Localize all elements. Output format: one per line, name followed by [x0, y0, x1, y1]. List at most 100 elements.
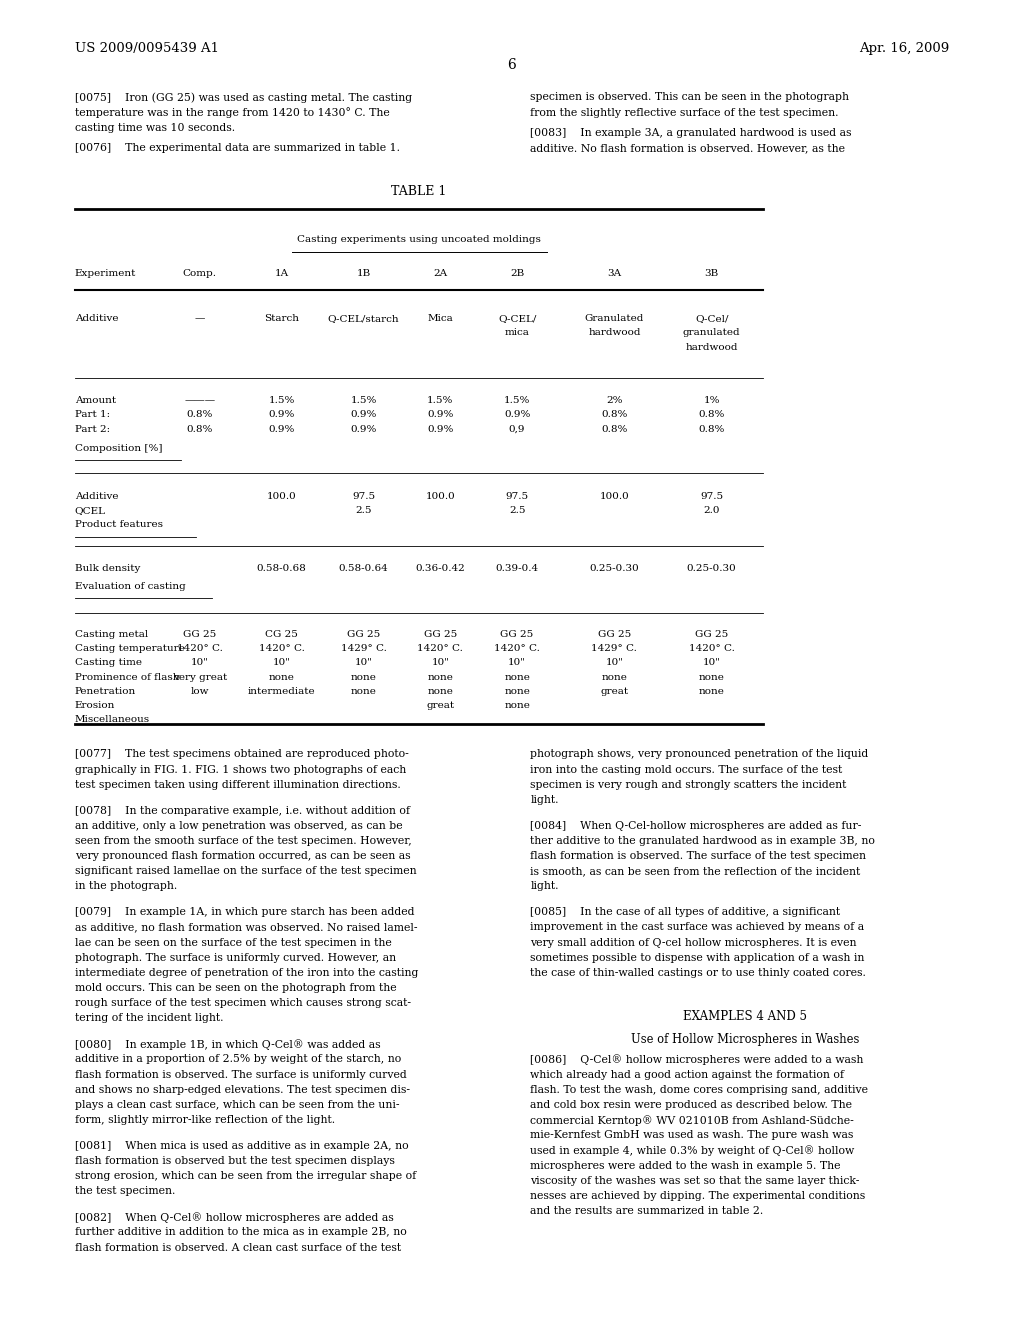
Text: and the results are summarized in table 2.: and the results are summarized in table … — [530, 1206, 764, 1216]
Text: flash formation is observed but the test specimen displays: flash formation is observed but the test… — [75, 1156, 394, 1166]
Text: none: none — [268, 673, 295, 681]
Text: GG 25: GG 25 — [347, 630, 380, 639]
Text: CG 25: CG 25 — [265, 630, 298, 639]
Text: 3B: 3B — [705, 269, 719, 279]
Text: viscosity of the washes was set so that the same layer thick-: viscosity of the washes was set so that … — [530, 1176, 860, 1185]
Text: 0.25-0.30: 0.25-0.30 — [687, 564, 736, 573]
Text: Part 1:: Part 1: — [75, 411, 110, 420]
Text: 1420° C.: 1420° C. — [177, 644, 222, 653]
Text: from the slightly reflective surface of the test specimen.: from the slightly reflective surface of … — [530, 107, 839, 117]
Text: US 2009/0095439 A1: US 2009/0095439 A1 — [75, 42, 219, 55]
Text: Composition [%]: Composition [%] — [75, 444, 162, 453]
Text: the case of thin-walled castings or to use thinly coated cores.: the case of thin-walled castings or to u… — [530, 968, 866, 978]
Text: 10": 10" — [702, 659, 721, 668]
Text: mica: mica — [505, 329, 529, 338]
Text: plays a clean cast surface, which can be seen from the uni-: plays a clean cast surface, which can be… — [75, 1100, 399, 1110]
Text: Apr. 16, 2009: Apr. 16, 2009 — [859, 42, 949, 55]
Text: none: none — [504, 673, 530, 681]
Text: 1429° C.: 1429° C. — [341, 644, 386, 653]
Text: in the photograph.: in the photograph. — [75, 882, 177, 891]
Text: [0075]    Iron (GG 25) was used as casting metal. The casting: [0075] Iron (GG 25) was used as casting … — [75, 92, 412, 103]
Text: specimen is observed. This can be seen in the photograph: specimen is observed. This can be seen i… — [530, 92, 850, 103]
Text: light.: light. — [530, 795, 559, 805]
Text: 0.9%: 0.9% — [427, 425, 454, 433]
Text: Q-CEL/starch: Q-CEL/starch — [328, 314, 399, 323]
Text: 0.58-0.68: 0.58-0.68 — [257, 564, 306, 573]
Text: Casting temperature: Casting temperature — [75, 644, 184, 653]
Text: additive in a proportion of 2.5% by weight of the starch, no: additive in a proportion of 2.5% by weig… — [75, 1055, 401, 1064]
Text: none: none — [504, 686, 530, 696]
Text: 1420° C.: 1420° C. — [259, 644, 304, 653]
Text: 1420° C.: 1420° C. — [418, 644, 463, 653]
Text: commercial Kerntop® WV 021010B from Ashland-Südche-: commercial Kerntop® WV 021010B from Ashl… — [530, 1115, 854, 1126]
Text: intermediate degree of penetration of the iron into the casting: intermediate degree of penetration of th… — [75, 968, 418, 978]
Text: 100.0: 100.0 — [425, 491, 456, 500]
Text: 10": 10" — [605, 659, 624, 668]
Text: 10": 10" — [431, 659, 450, 668]
Text: casting time was 10 seconds.: casting time was 10 seconds. — [75, 123, 234, 133]
Text: microspheres were added to the wash in example 5. The: microspheres were added to the wash in e… — [530, 1160, 841, 1171]
Text: [0077]    The test specimens obtained are reproduced photo-: [0077] The test specimens obtained are r… — [75, 750, 409, 759]
Text: [0078]    In the comparative example, i.e. without addition of: [0078] In the comparative example, i.e. … — [75, 805, 410, 816]
Text: graphically in FIG. 1. FIG. 1 shows two photographs of each: graphically in FIG. 1. FIG. 1 shows two … — [75, 764, 406, 775]
Text: Miscellaneous: Miscellaneous — [75, 715, 150, 725]
Text: GG 25: GG 25 — [424, 630, 457, 639]
Text: Use of Hollow Microspheres in Washes: Use of Hollow Microspheres in Washes — [631, 1034, 860, 1047]
Text: none: none — [601, 673, 628, 681]
Text: 6: 6 — [508, 58, 516, 73]
Text: and cold box resin were produced as described below. The: and cold box resin were produced as desc… — [530, 1100, 852, 1110]
Text: strong erosion, which can be seen from the irregular shape of: strong erosion, which can be seen from t… — [75, 1171, 416, 1181]
Text: flash formation is observed. The surface is uniformly curved: flash formation is observed. The surface… — [75, 1069, 407, 1080]
Text: ther additive to the granulated hardwood as in example 3B, no: ther additive to the granulated hardwood… — [530, 836, 876, 846]
Text: 2.5: 2.5 — [355, 506, 372, 515]
Text: ———: ——— — [184, 396, 215, 405]
Text: 0.8%: 0.8% — [698, 425, 725, 433]
Text: specimen is very rough and strongly scatters the incident: specimen is very rough and strongly scat… — [530, 780, 847, 789]
Text: 1420° C.: 1420° C. — [689, 644, 734, 653]
Text: intermediate: intermediate — [248, 686, 315, 696]
Text: Prominence of flash: Prominence of flash — [75, 673, 179, 681]
Text: used in example 4, while 0.3% by weight of Q-Cel® hollow: used in example 4, while 0.3% by weight … — [530, 1146, 855, 1156]
Text: 0.8%: 0.8% — [186, 411, 213, 420]
Text: Additive: Additive — [75, 491, 118, 500]
Text: an additive, only a low penetration was observed, as can be: an additive, only a low penetration was … — [75, 821, 402, 830]
Text: GG 25: GG 25 — [501, 630, 534, 639]
Text: great: great — [426, 701, 455, 710]
Text: 0.9%: 0.9% — [350, 411, 377, 420]
Text: 10": 10" — [190, 659, 209, 668]
Text: 2B: 2B — [510, 269, 524, 279]
Text: 0.8%: 0.8% — [186, 425, 213, 433]
Text: improvement in the cast surface was achieved by means of a: improvement in the cast surface was achi… — [530, 923, 864, 932]
Text: mold occurs. This can be seen on the photograph from the: mold occurs. This can be seen on the pho… — [75, 983, 396, 993]
Text: 100.0: 100.0 — [266, 491, 297, 500]
Text: very great: very great — [173, 673, 226, 681]
Text: [0082]    When Q-Cel® hollow microspheres are added as: [0082] When Q-Cel® hollow microspheres a… — [75, 1212, 393, 1222]
Text: photograph shows, very pronounced penetration of the liquid: photograph shows, very pronounced penetr… — [530, 750, 868, 759]
Text: 0.9%: 0.9% — [350, 425, 377, 433]
Text: form, slightly mirror-like reflection of the light.: form, slightly mirror-like reflection of… — [75, 1115, 335, 1125]
Text: granulated: granulated — [683, 329, 740, 338]
Text: Mica: Mica — [427, 314, 454, 323]
Text: Additive: Additive — [75, 314, 118, 323]
Text: 0.8%: 0.8% — [601, 425, 628, 433]
Text: very small addition of Q-cel hollow microspheres. It is even: very small addition of Q-cel hollow micr… — [530, 937, 857, 948]
Text: flash formation is observed. The surface of the test specimen: flash formation is observed. The surface… — [530, 851, 866, 861]
Text: 100.0: 100.0 — [599, 491, 630, 500]
Text: photograph. The surface is uniformly curved. However, an: photograph. The surface is uniformly cur… — [75, 953, 396, 962]
Text: 97.5: 97.5 — [352, 491, 375, 500]
Text: seen from the smooth surface of the test specimen. However,: seen from the smooth surface of the test… — [75, 836, 412, 846]
Text: [0083]    In example 3A, a granulated hardwood is used as: [0083] In example 3A, a granulated hardw… — [530, 128, 852, 139]
Text: 1.5%: 1.5% — [350, 396, 377, 405]
Text: 3A: 3A — [607, 269, 622, 279]
Text: 10": 10" — [354, 659, 373, 668]
Text: Starch: Starch — [264, 314, 299, 323]
Text: 97.5: 97.5 — [506, 491, 528, 500]
Text: 2%: 2% — [606, 396, 623, 405]
Text: none: none — [350, 686, 377, 696]
Text: TABLE 1: TABLE 1 — [391, 185, 446, 198]
Text: additive. No flash formation is observed. However, as the: additive. No flash formation is observed… — [530, 143, 846, 153]
Text: [0086]    Q-Cel® hollow microspheres were added to a wash: [0086] Q-Cel® hollow microspheres were a… — [530, 1055, 864, 1065]
Text: which already had a good action against the formation of: which already had a good action against … — [530, 1069, 845, 1080]
Text: 0.36-0.42: 0.36-0.42 — [416, 564, 465, 573]
Text: 1B: 1B — [356, 269, 371, 279]
